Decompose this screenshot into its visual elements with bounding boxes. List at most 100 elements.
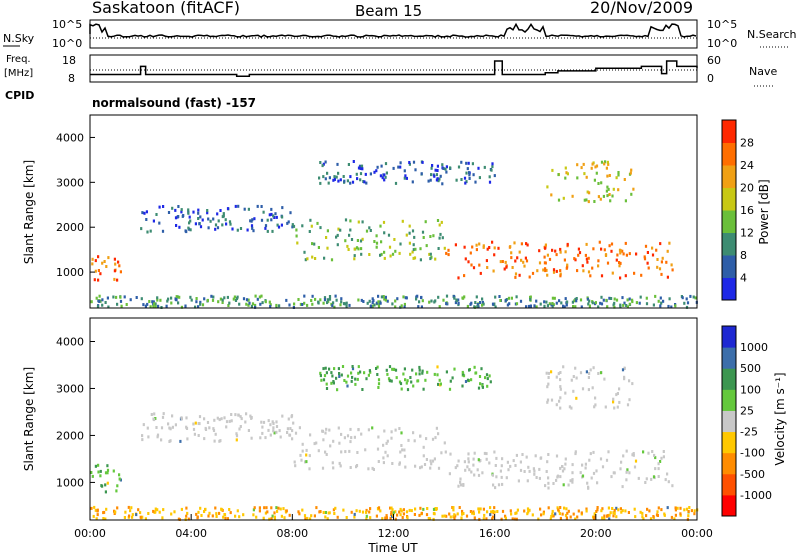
nave-tick-top: 60 <box>707 54 721 67</box>
velocity-cell <box>197 510 200 514</box>
velocity-cell <box>409 376 412 379</box>
velocity-cell <box>406 379 409 383</box>
velocity-cell <box>199 506 202 510</box>
velocity-cell <box>328 511 331 515</box>
velocity-cell <box>613 512 616 515</box>
power-cell <box>575 297 578 300</box>
power-cell <box>188 215 191 219</box>
velocity-cell <box>604 405 607 409</box>
velocity-cell <box>448 512 451 516</box>
velocity-cell <box>534 454 537 458</box>
power-cell <box>258 295 261 299</box>
power-cell <box>301 303 304 306</box>
velocity-cell <box>322 378 326 382</box>
velocity-cell <box>426 370 429 374</box>
velocity-cell <box>104 483 107 487</box>
power-cell <box>516 256 519 260</box>
power-cell <box>457 298 460 302</box>
velocity-cell <box>495 475 498 479</box>
velocity-cell <box>634 459 638 463</box>
power-cell <box>289 211 292 215</box>
power-cell <box>217 219 220 223</box>
power-cell <box>360 298 363 302</box>
velocity-cell <box>568 405 571 409</box>
power-cell <box>557 173 560 177</box>
power-cell <box>600 181 603 185</box>
power-cell <box>413 256 417 260</box>
power-cell <box>631 300 634 304</box>
power-cell <box>543 300 546 304</box>
power-cell <box>559 269 562 273</box>
velocity-cell <box>572 375 575 378</box>
velocity-cell <box>396 513 399 517</box>
velocity-cell <box>547 382 550 386</box>
power-cell <box>566 263 569 267</box>
velocity-cell <box>453 367 456 371</box>
power-cell <box>262 210 265 214</box>
velocity-cell <box>454 466 457 470</box>
power-cell <box>660 301 663 305</box>
power-cell <box>353 254 356 258</box>
velocity-cell <box>104 490 107 494</box>
velocity-colorbar-swatch-4 <box>722 410 736 433</box>
power-cell <box>349 181 352 185</box>
velocity-cell <box>400 431 403 435</box>
power-cell <box>293 302 296 306</box>
velocity-cell <box>287 417 290 421</box>
velocity-cell <box>616 392 619 395</box>
power-cell <box>408 161 411 164</box>
velocity-cell <box>448 387 452 391</box>
power-cell <box>237 204 240 208</box>
power-cell <box>469 302 472 306</box>
power-cell <box>560 301 563 305</box>
power-cell <box>635 301 638 305</box>
velocity-cell <box>357 371 360 375</box>
velocity-cell <box>501 482 504 486</box>
velocity-cell <box>262 516 265 520</box>
power-cell <box>273 216 276 219</box>
power-cell <box>645 296 648 300</box>
power-cell <box>96 305 100 309</box>
power-cell <box>391 252 395 256</box>
power-cell <box>611 194 614 198</box>
velocity-cell <box>371 466 374 470</box>
power-cell <box>592 247 595 251</box>
power-cell <box>466 304 469 308</box>
velocity-cell <box>325 427 328 431</box>
power-cell <box>662 299 665 303</box>
velocity-cell <box>206 421 210 424</box>
velocity-cell <box>625 478 628 482</box>
power-cell <box>577 253 580 257</box>
power-cell <box>608 193 611 196</box>
power-cell <box>619 251 622 255</box>
velocity-cell <box>325 387 329 390</box>
power-cell <box>475 248 478 252</box>
velocity-cell <box>569 515 572 519</box>
power-cell <box>361 167 364 171</box>
velocity-cell <box>550 514 553 518</box>
power-cell <box>158 205 161 209</box>
power-cell <box>436 219 440 222</box>
power-cell <box>187 211 190 215</box>
power-cell <box>156 296 159 300</box>
velocity-cell <box>555 375 558 379</box>
velocity-cell <box>301 508 304 512</box>
power-cell <box>548 257 552 261</box>
velocity-cell <box>392 511 395 515</box>
power-cell <box>483 165 486 169</box>
velocity-cell <box>304 460 307 464</box>
velocity-cell <box>587 376 590 379</box>
velocity-cell <box>642 517 645 521</box>
velocity-cell <box>644 481 647 484</box>
power-cell <box>152 219 155 223</box>
power-cell <box>198 222 201 226</box>
power-cell <box>357 247 360 251</box>
velocity-cell <box>515 517 518 521</box>
velocity-cell <box>382 443 385 447</box>
velocity-cell <box>277 506 280 510</box>
power-cell <box>545 300 548 304</box>
power-cell <box>118 264 121 268</box>
velocity-cell <box>161 516 164 520</box>
velocity-cell <box>559 406 562 410</box>
velocity-cell <box>554 512 557 516</box>
